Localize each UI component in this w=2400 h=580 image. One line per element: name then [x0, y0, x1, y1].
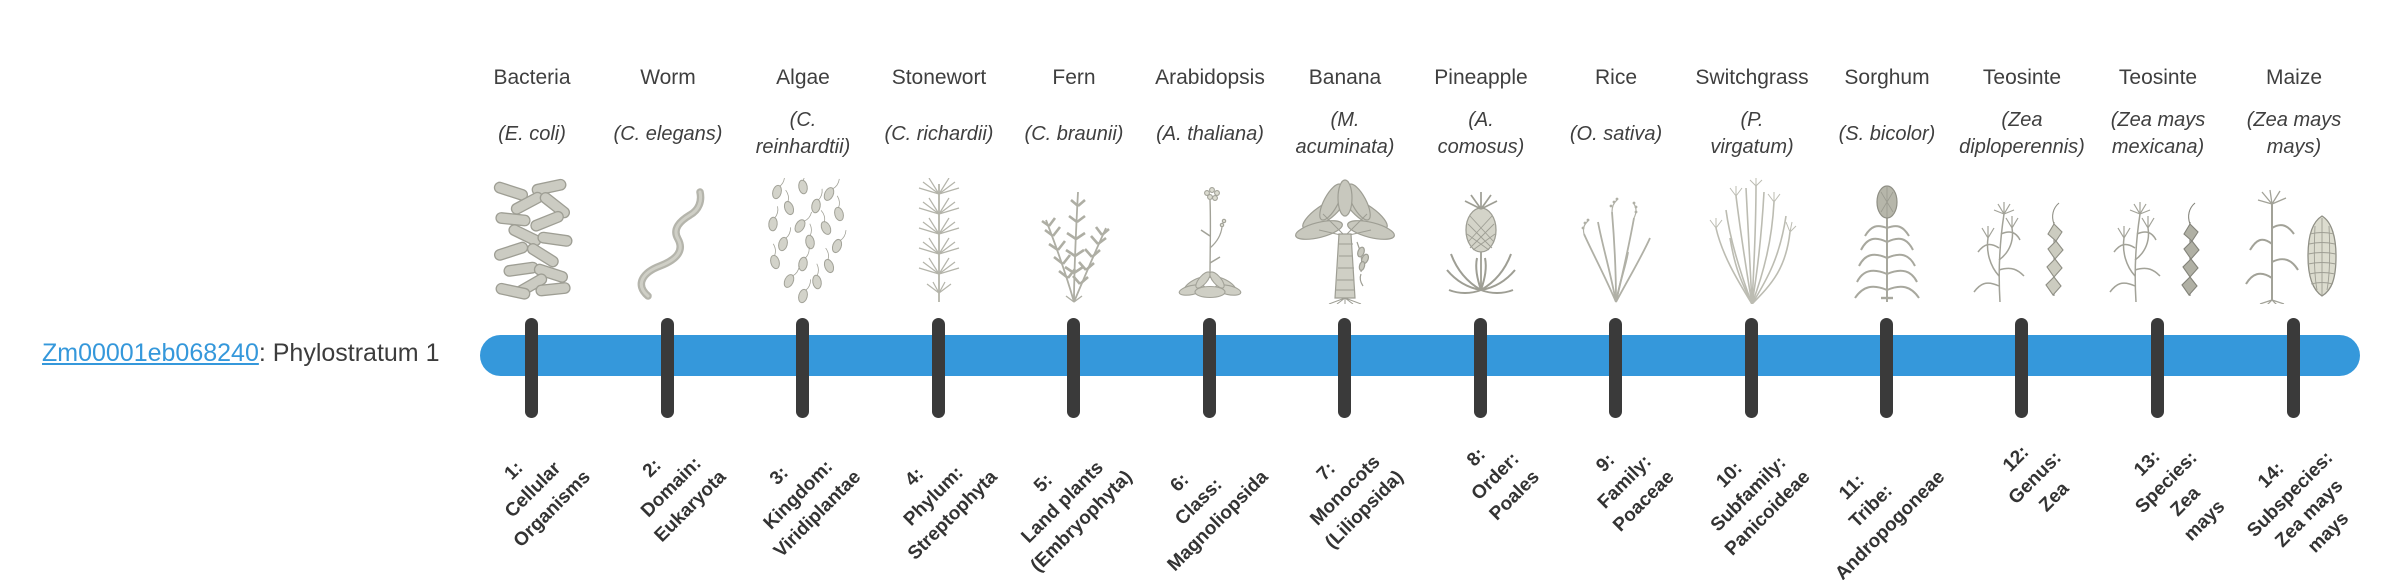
timeline-tick-13	[2151, 318, 2164, 418]
phylostratum-label-3: 3: Kingdom: Viridiplantae	[759, 456, 866, 562]
timeline-tick-11	[1880, 318, 1893, 418]
organism-species: (Zea mays mays)	[2246, 109, 2342, 158]
organism-species: (S. bicolor)	[1838, 122, 1936, 145]
organism-column-banana: Banana (M. acuminata)	[1277, 66, 1413, 304]
timeline-tick-2	[661, 318, 674, 418]
sorghum-illustration	[1847, 172, 1927, 304]
timeline-tick-10	[1745, 318, 1758, 418]
pineapple-illustration	[1439, 172, 1523, 304]
gene-id-link[interactable]: Zm00001eb068240	[42, 339, 259, 367]
organism-species: (A. comosus)	[1437, 109, 1525, 158]
timeline-tick-12	[2015, 318, 2028, 418]
organism-species: (C. elegans)	[613, 122, 723, 145]
organism-species: (C. reinhardtii)	[755, 109, 851, 158]
organism-species: (Zea diploperennis)	[1959, 109, 2085, 158]
organism-name: Sorghum	[1844, 66, 1930, 89]
organism-species: (A. thaliana)	[1156, 122, 1264, 145]
organism-name: Algae	[776, 66, 830, 89]
phylostratum-label-13: 13: Species: Zea mays	[2130, 446, 2230, 546]
organism-species: (M. acuminata)	[1295, 109, 1395, 158]
phylostratum-label-14: 14: Subspecies: Zea mays mays	[2243, 447, 2354, 558]
phylostratum-label-11: 11: Tribe: Andropogoneae	[1831, 466, 1950, 580]
organism-species: (C. braunii)	[1024, 122, 1124, 145]
timeline-tick-14	[2287, 318, 2300, 418]
organism-name: Pineapple	[1434, 66, 1528, 89]
phylostratum-label-12: 12: Genus: Zea	[1998, 441, 2073, 517]
phylostratum-bar	[480, 335, 2360, 376]
phylostratum-label-9: 9: Family: Poaceae	[1592, 449, 1679, 536]
organism-name: Switchgrass	[1695, 66, 1809, 89]
banana-illustration	[1295, 172, 1395, 304]
teosinte-mexicana-illustration	[2104, 172, 2212, 304]
organism-column-teosinte-diploperennis: Teosinte (Zea diploperennis)	[1954, 66, 2090, 304]
teosinte-diploperennis-illustration	[1968, 172, 2076, 304]
organism-column-teosinte-mexicana: Teosinte (Zea mays mexicana)	[2090, 66, 2226, 304]
organism-name: Worm	[640, 66, 696, 89]
fern-illustration	[1028, 172, 1120, 304]
stonewort-illustration	[904, 172, 974, 304]
organism-species: (E. coli)	[498, 122, 566, 145]
organism-species: (Zea mays mexicana)	[2110, 109, 2206, 158]
organism-column-switchgrass: Switchgrass (P. virgatum)	[1684, 66, 1820, 304]
timeline-tick-1	[525, 318, 538, 418]
phylostratum-label-6: 6: Class: Magnoliopsida	[1163, 466, 1273, 576]
phylostratum-label-10: 10: Subfamily: Panicoideae	[1706, 452, 1815, 560]
gene-phylostratum-label: Zm00001eb068240: Phylostratum 1	[42, 339, 440, 368]
phylostratum-label-2: 2: Domain: Eukaryota	[637, 453, 731, 547]
organism-name: Teosinte	[1982, 66, 2062, 89]
organism-name: Stonewort	[891, 66, 987, 89]
organism-species: (P. virgatum)	[1710, 109, 1794, 158]
organism-name: Fern	[1052, 66, 1096, 89]
organism-species: (C. richardii)	[884, 122, 994, 145]
organism-column-algae: Algae (C. reinhardtii)	[735, 66, 871, 304]
organism-column-stonewort: Stonewort (C. richardii)	[871, 66, 1007, 304]
organism-column-rice: Rice (O. sativa)	[1548, 66, 1684, 304]
organism-column-sorghum: Sorghum (S. bicolor)	[1819, 66, 1955, 304]
organism-name: Rice	[1594, 66, 1637, 89]
bacteria-illustration	[488, 172, 576, 304]
timeline-tick-9	[1609, 318, 1622, 418]
phylostratum-label-4: 4: Phylum: Streptophyta	[899, 462, 1002, 565]
phylostratum-label-1: 1: Cellular Organisms	[500, 457, 595, 552]
switchgrass-illustration	[1706, 172, 1798, 304]
organism-name: Bacteria	[493, 66, 571, 89]
organism-name: Maize	[2265, 66, 2323, 89]
organism-name: Banana	[1308, 66, 1382, 89]
phylostratum-text: : Phylostratum 1	[258, 339, 440, 367]
timeline-tick-3	[796, 318, 809, 418]
algae-illustration	[759, 172, 847, 304]
timeline-tick-5	[1067, 318, 1080, 418]
worm-illustration	[628, 172, 708, 304]
phylostratum-label-7: 7: Monocots (Liliopsida)	[1305, 451, 1408, 554]
organism-column-arabidopsis: Arabidopsis (A. thaliana)	[1142, 66, 1278, 304]
organism-name: Arabidopsis	[1155, 66, 1265, 89]
organism-column-fern: Fern (C. braunii)	[1006, 66, 1142, 304]
timeline-tick-8	[1474, 318, 1487, 418]
maize-illustration	[2240, 172, 2348, 304]
organism-column-bacteria: Bacteria (E. coli)	[464, 66, 600, 304]
organism-column-maize: Maize (Zea mays mays)	[2226, 66, 2362, 304]
timeline-tick-6	[1203, 318, 1216, 418]
phylostratum-label-5: 5: Land plants (Embryophyta)	[1017, 457, 1137, 577]
organism-species: (O. sativa)	[1569, 122, 1663, 145]
phylostratum-label-8: 8: Order: Poales	[1462, 444, 1544, 525]
organism-column-pineapple: Pineapple (A. comosus)	[1413, 66, 1549, 304]
organism-name: Teosinte	[2118, 66, 2198, 89]
timeline-tick-7	[1338, 318, 1351, 418]
timeline-tick-4	[932, 318, 945, 418]
arabidopsis-illustration	[1170, 172, 1250, 304]
organism-column-worm: Worm (C. elegans)	[600, 66, 736, 304]
rice-illustration	[1570, 172, 1662, 304]
